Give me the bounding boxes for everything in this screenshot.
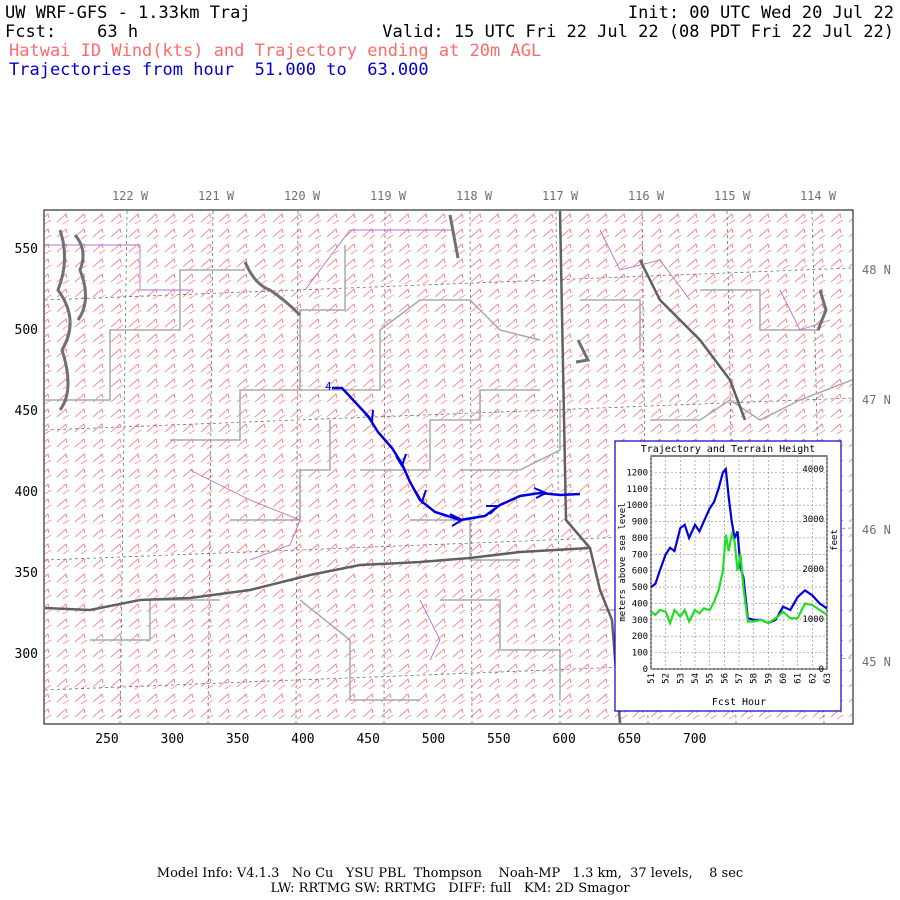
inset-y-tick: 1100 xyxy=(626,485,648,495)
x-tick-label: 500 xyxy=(422,732,445,747)
x-tick-label: 350 xyxy=(226,732,249,747)
terrain-height-line xyxy=(650,530,828,627)
coastline xyxy=(56,214,828,411)
inset-y-tick: 200 xyxy=(632,632,648,642)
lon-label: 119 W xyxy=(370,189,407,203)
y-tick-label: 350 xyxy=(15,566,38,581)
y-tick-label: 550 xyxy=(15,242,38,257)
inset-x-tick: 58 xyxy=(750,673,760,684)
fcst-label: Fcst: xyxy=(5,22,57,42)
x-tick-label: 650 xyxy=(618,732,641,747)
inset-y-tick: 0 xyxy=(643,665,648,675)
fcst-hours: 63 h xyxy=(97,22,139,42)
init-time: Init: 00 UTC Wed 20 Jul 22 xyxy=(627,3,894,23)
inset-y-tick: 1200 xyxy=(626,468,648,478)
county-borders xyxy=(45,245,853,701)
model-title: UW WRF-GFS - 1.33km Traj xyxy=(5,3,251,23)
lon-label: 118 W xyxy=(456,189,493,203)
y-tick-label: 400 xyxy=(15,485,38,500)
inset-y-tick: 1000 xyxy=(626,501,648,511)
inset-y-tick: 900 xyxy=(632,518,648,528)
x-tick-label: 250 xyxy=(95,732,118,747)
inset-y2-tick: 3000 xyxy=(802,515,824,525)
x-tick-label: 550 xyxy=(487,732,510,747)
lon-label: 115 W xyxy=(714,189,751,203)
inset-y2-tick: 2000 xyxy=(802,565,824,575)
county-lines xyxy=(45,229,831,661)
inset-x-tick: 55 xyxy=(706,673,716,684)
inset-title: Trajectory and Terrain Height xyxy=(641,444,816,455)
model-info: Model Info: V4.1.3 No Cu YSU PBL Thompso… xyxy=(156,866,744,881)
x-tick-label: 300 xyxy=(161,732,184,747)
lat-label: 45 N xyxy=(862,655,891,669)
terrain-inset: Trajectory and Terrain Height 0 100 200 300… xyxy=(614,440,842,712)
x-tick-label: 700 xyxy=(683,732,706,747)
inset-y-tick: 600 xyxy=(632,567,648,577)
lon-label: 120 W xyxy=(284,189,321,203)
inset-y-label: meters above sea level xyxy=(618,502,628,621)
inset-x-tick: 60 xyxy=(779,673,789,684)
lon-label: 121 W xyxy=(198,189,235,203)
lon-label: 117 W xyxy=(542,189,579,203)
lat-lon-grid xyxy=(44,210,853,724)
x-tick-label: 600 xyxy=(552,732,575,747)
inset-x-tick: 57 xyxy=(735,673,745,684)
inset-x-tick: 59 xyxy=(764,673,774,684)
inset-x-tick: 53 xyxy=(676,673,686,684)
inset-y2-label: feet xyxy=(830,529,840,551)
inset-x-tick: 61 xyxy=(794,673,804,684)
inset-x-tick: 54 xyxy=(691,673,701,684)
inset-y-tick: 100 xyxy=(632,649,648,659)
x-tick-label: 450 xyxy=(356,732,379,747)
y-tick-label: 300 xyxy=(15,647,38,662)
inset-y-tick: 800 xyxy=(632,534,648,544)
valid-time: Valid: 15 UTC Fri 22 Jul 22 (08 PDT Fri … xyxy=(382,22,894,42)
lat-label: 47 N xyxy=(862,393,891,407)
lat-label: 46 N xyxy=(862,523,891,537)
inset-x-tick: 51 xyxy=(647,673,657,684)
inset-x-tick: 56 xyxy=(720,673,730,684)
lon-label: 116 W xyxy=(628,189,665,203)
forecast-hour: Fcst: 63 h xyxy=(5,23,138,41)
trajectory-hours: Trajectories from hour 51.000 to 63.000 xyxy=(9,60,429,80)
inset-y2-tick: 4000 xyxy=(802,465,824,475)
inset-y-tick: 300 xyxy=(632,616,648,626)
trajectory-height-line xyxy=(650,466,828,625)
inset-y2-tick: 0 xyxy=(819,665,824,675)
inset-y-tick: 700 xyxy=(632,550,648,560)
inset-y2-tick: 1000 xyxy=(802,615,824,625)
lat-label: 48 N xyxy=(862,263,891,277)
inset-y-tick: 500 xyxy=(632,583,648,593)
trajectory-start-label: 4 xyxy=(325,380,332,393)
inset-y-tick: 400 xyxy=(632,599,648,609)
map-subtitle: Hatwai ID Wind(kts) and Trajectory endin… xyxy=(9,41,542,61)
inset-x-label: Fcst Hour xyxy=(712,697,766,708)
y-tick-label: 500 xyxy=(15,323,38,338)
inset-x-tick: 52 xyxy=(662,673,672,684)
inset-x-tick: 63 xyxy=(823,673,833,684)
y-tick-label: 450 xyxy=(15,404,38,419)
trajectory-arrows xyxy=(363,409,549,527)
lon-label: 122 W xyxy=(112,189,149,203)
x-tick-label: 400 xyxy=(291,732,314,747)
inset-x-tick: 62 xyxy=(808,673,818,684)
lon-label: 114 W xyxy=(800,189,837,203)
physics-info: LW: RRTMG SW: RRTMG DIFF: full KM: 2D Sm… xyxy=(270,881,630,896)
